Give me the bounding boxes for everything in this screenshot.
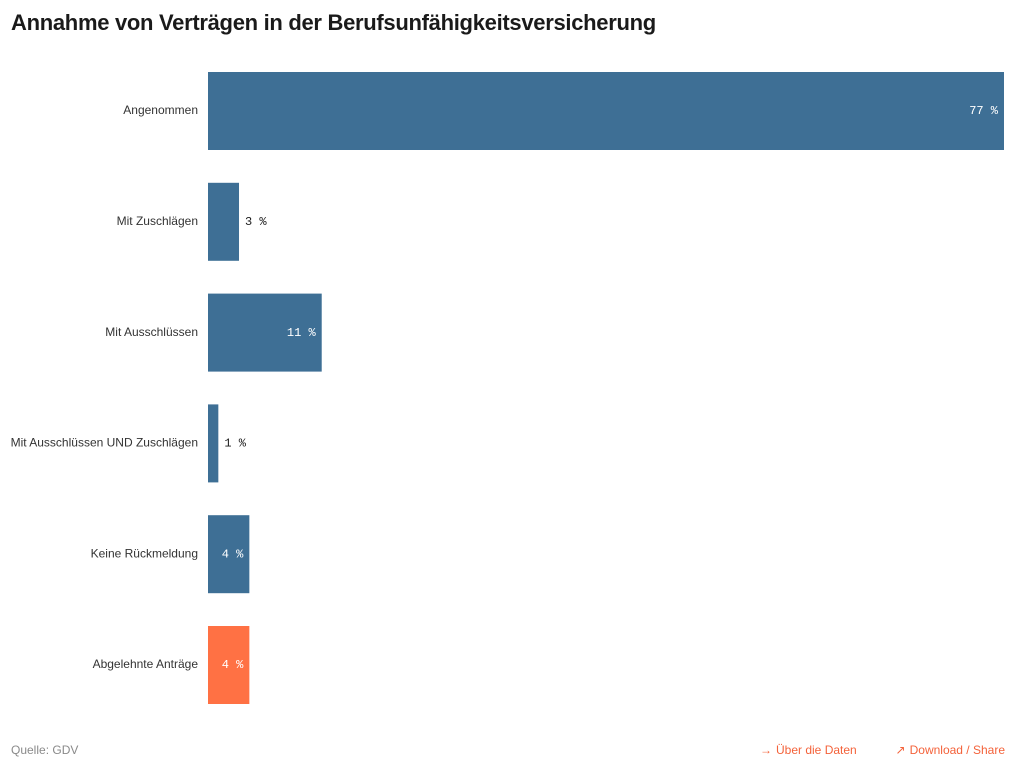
bar-abgelehnte-antraege[interactable] bbox=[208, 626, 250, 704]
source-prefix: Quelle: bbox=[11, 743, 50, 757]
value-label-mit-zuschlaegen: 3 % bbox=[245, 215, 267, 229]
source-note: Quelle: GDV bbox=[11, 743, 78, 757]
bar-angenommen[interactable] bbox=[208, 72, 1004, 150]
category-label-mit-ausschluessen: Mit Ausschlüssen bbox=[105, 325, 198, 339]
about-data-label: Über die Daten bbox=[776, 743, 857, 757]
bar-chart: Angenommen 77 % Mit Zuschlägen 3 % Mit Aussc… bbox=[11, 72, 1004, 704]
category-label-keine-rueckmeldung: Keine Rückmeldung bbox=[91, 546, 198, 560]
chart-title: Annahme von Verträgen in der Berufsunfäh… bbox=[11, 10, 656, 35]
bar-mit-zuschlaegen[interactable] bbox=[208, 182, 240, 261]
about-data-link[interactable]: → Über die Daten bbox=[760, 743, 857, 757]
bar-mit-ausschluessen-und-zuschlaegen[interactable] bbox=[208, 404, 219, 483]
category-label-mit-ausschluessen-und-zuschlaegen: Mit Ausschlüssen UND Zuschlägen bbox=[11, 436, 198, 450]
value-label-mit-ausschluessen: 11 % bbox=[287, 326, 317, 340]
footer: Quelle: GDV → Über die Daten ↗ Download / … bbox=[0, 740, 1024, 760]
bar-keine-rueckmeldung[interactable] bbox=[208, 515, 250, 594]
value-label-abgelehnte-antraege: 4 % bbox=[222, 658, 244, 672]
arrow-right-icon: → bbox=[760, 743, 772, 757]
source-value: GDV bbox=[52, 743, 79, 757]
category-label-angenommen: Angenommen bbox=[123, 103, 198, 117]
category-label-abgelehnte-antraege: Abgelehnte Anträge bbox=[93, 657, 199, 671]
value-label-mit-ausschluessen-und-zuschlaegen: 1 % bbox=[224, 437, 246, 451]
bar-mit-ausschluessen[interactable] bbox=[208, 293, 322, 372]
value-label-keine-rueckmeldung: 4 % bbox=[222, 547, 244, 561]
download-share-label: Download / Share bbox=[909, 743, 1005, 757]
download-share-link[interactable]: ↗ Download / Share bbox=[896, 743, 1005, 757]
category-label-mit-zuschlaegen: Mit Zuschlägen bbox=[117, 214, 198, 228]
value-label-angenommen: 77 % bbox=[969, 104, 999, 118]
arrow-up-right-icon: ↗ bbox=[895, 743, 906, 757]
